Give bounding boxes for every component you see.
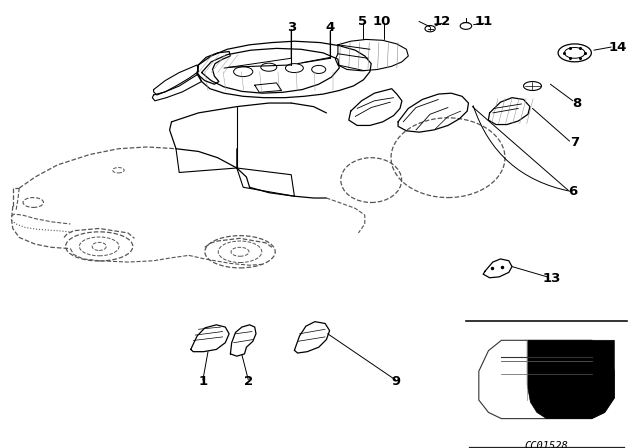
Text: 10: 10 <box>373 15 391 28</box>
Text: 12: 12 <box>433 15 451 28</box>
Text: 14: 14 <box>609 40 627 54</box>
Text: 4: 4 <box>326 21 335 34</box>
Text: 2: 2 <box>244 375 253 388</box>
Text: 9: 9 <box>391 375 400 388</box>
Text: 6: 6 <box>568 185 577 198</box>
Text: 11: 11 <box>475 15 493 28</box>
Text: 1: 1 <box>198 375 207 388</box>
Text: 5: 5 <box>358 15 367 28</box>
Text: 7: 7 <box>570 136 579 149</box>
Text: 13: 13 <box>543 272 561 285</box>
Text: 8: 8 <box>573 96 582 110</box>
Text: CC01528: CC01528 <box>525 441 568 448</box>
Text: 3: 3 <box>287 21 296 34</box>
